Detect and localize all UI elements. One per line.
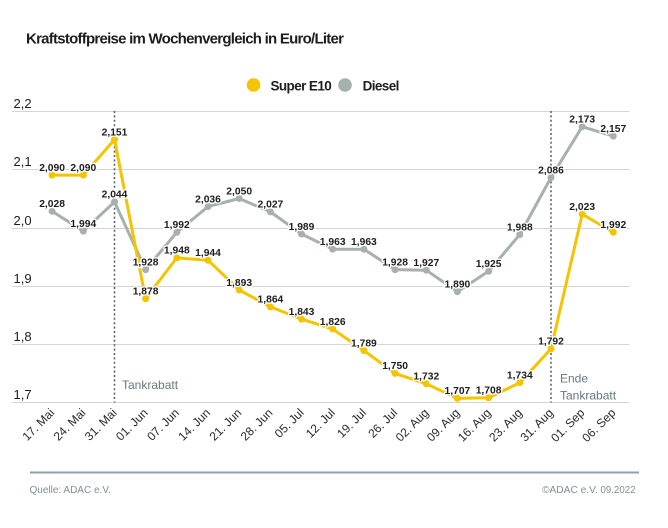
- svg-text:1,708: 1,708: [476, 386, 502, 397]
- svg-text:1,925: 1,925: [476, 259, 502, 270]
- svg-text:1,890: 1,890: [445, 280, 471, 291]
- svg-text:1,963: 1,963: [320, 237, 346, 248]
- svg-text:2,023: 2,023: [569, 202, 595, 213]
- svg-text:2,036: 2,036: [195, 194, 221, 205]
- svg-text:2,050: 2,050: [226, 186, 252, 197]
- svg-text:1,8: 1,8: [14, 329, 32, 344]
- svg-text:2,086: 2,086: [538, 165, 564, 176]
- svg-text:Diesel: Diesel: [363, 79, 399, 94]
- svg-text:1,7: 1,7: [14, 387, 32, 402]
- svg-text:2,2: 2,2: [14, 96, 32, 111]
- svg-text:Quelle: ADAC e.V.: Quelle: ADAC e.V.: [30, 485, 111, 496]
- svg-text:1,989: 1,989: [289, 222, 315, 233]
- svg-text:Tankrabatt: Tankrabatt: [122, 378, 179, 392]
- svg-text:1,792: 1,792: [538, 337, 564, 348]
- svg-text:1,750: 1,750: [382, 361, 408, 372]
- svg-text:1,928: 1,928: [382, 257, 408, 268]
- svg-text:2,027: 2,027: [258, 200, 284, 211]
- svg-text:1,963: 1,963: [351, 237, 377, 248]
- svg-text:1,927: 1,927: [413, 258, 439, 269]
- svg-text:1,992: 1,992: [164, 220, 190, 231]
- svg-text:Kraftstoffpreise im Wochenverg: Kraftstoffpreise im Wochenvergleich in E…: [26, 31, 344, 48]
- svg-text:2,151: 2,151: [102, 127, 128, 138]
- svg-text:1,992: 1,992: [600, 220, 626, 231]
- svg-text:1,789: 1,789: [351, 338, 377, 349]
- svg-text:1,734: 1,734: [507, 371, 533, 382]
- svg-text:2,1: 2,1: [14, 154, 32, 169]
- svg-text:2,090: 2,090: [70, 163, 96, 174]
- svg-text:1,9: 1,9: [14, 271, 32, 286]
- svg-text:1,944: 1,944: [195, 248, 221, 259]
- svg-text:2,157: 2,157: [600, 124, 626, 135]
- svg-text:1,864: 1,864: [258, 295, 284, 306]
- svg-text:2,028: 2,028: [39, 199, 65, 210]
- svg-text:2,173: 2,173: [569, 115, 595, 126]
- svg-text:1,826: 1,826: [320, 317, 346, 328]
- svg-text:Ende: Ende: [560, 372, 588, 386]
- svg-text:09.2022: 09.2022: [600, 485, 635, 496]
- svg-text:Super E10: Super E10: [271, 79, 332, 94]
- svg-text:1,843: 1,843: [289, 307, 315, 318]
- svg-text:1,707: 1,707: [445, 386, 471, 397]
- svg-text:1,928: 1,928: [133, 257, 159, 268]
- svg-text:1,948: 1,948: [164, 246, 190, 257]
- svg-text:1,878: 1,878: [133, 287, 159, 298]
- svg-text:2,090: 2,090: [39, 163, 65, 174]
- svg-text:1,893: 1,893: [226, 278, 252, 289]
- svg-text:1,994: 1,994: [70, 219, 96, 230]
- svg-text:1,988: 1,988: [507, 222, 533, 233]
- svg-text:2,044: 2,044: [102, 190, 128, 201]
- svg-text:2,0: 2,0: [14, 213, 32, 228]
- svg-text:1,732: 1,732: [413, 372, 439, 383]
- svg-text:©ADAC e.V.: ©ADAC e.V.: [542, 485, 598, 496]
- svg-text:Tankrabatt: Tankrabatt: [560, 389, 617, 403]
